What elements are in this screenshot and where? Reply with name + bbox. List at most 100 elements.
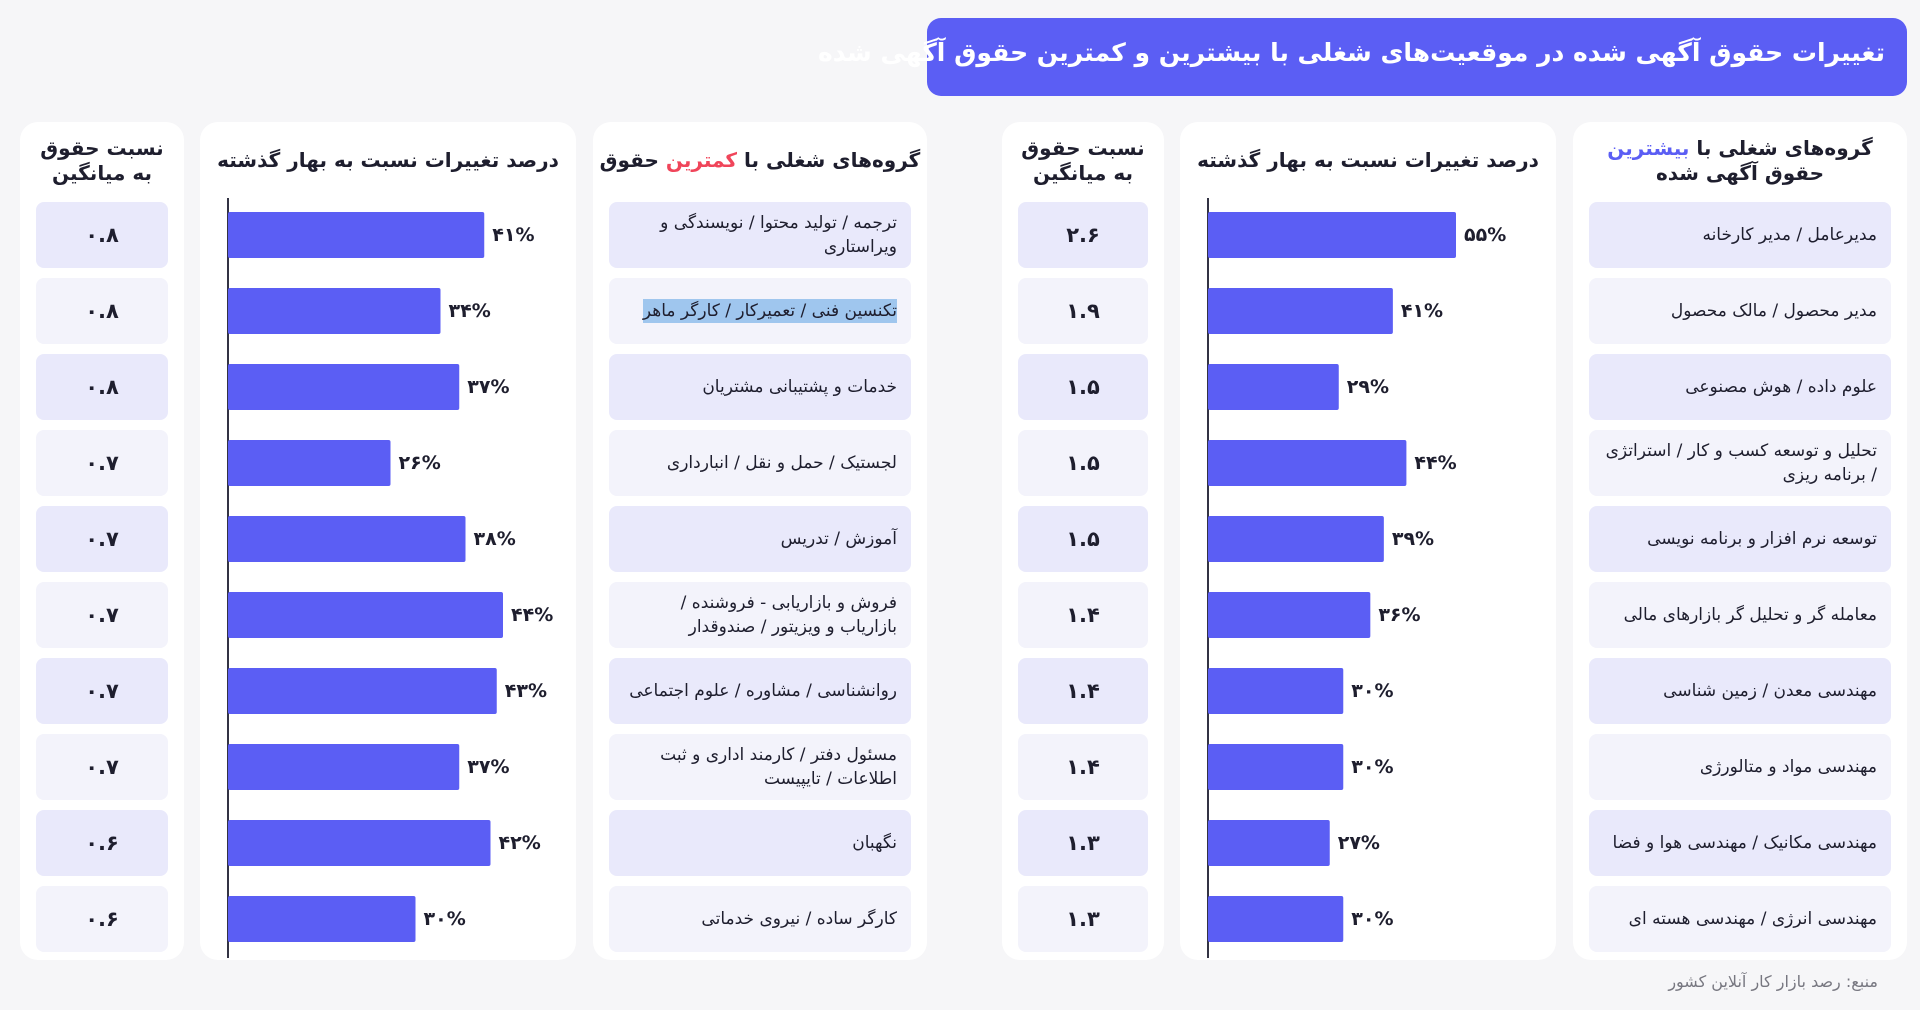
bar-value-label: ۴۴% (511, 604, 553, 626)
panel-highest-ratio: نسبت حقوق به میانگین ۲.۶ ۱.۹ ۱.۵ ۱.۵ ۱.۵ ۱.۴ ۱… (1002, 122, 1164, 960)
header-lowest-groups: گروه‌های شغلی با کمترین حقوق (593, 148, 927, 173)
bar (228, 212, 485, 258)
group-label: تکنسین فنی / تعمیرکار / کارگر ماهر (609, 278, 911, 344)
group-label-text: مهندسی انرژی / مهندسی هسته ای (1628, 909, 1877, 929)
group-label-text: کارگر ساده / نیروی خدماتی (701, 909, 897, 929)
group-label-text: مدیرعامل / مدیر کارخانه (1702, 225, 1877, 245)
ratio-value: ۱.۴ (1018, 734, 1148, 800)
header-highlight-lowest: کمترین (665, 148, 738, 172)
ratio-value: ۰.۷ (36, 430, 168, 496)
bar-value-label: ۲۷% (1338, 832, 1380, 854)
source-note: منبع: رصد بازار کار آنلاین کشور (1668, 972, 1878, 991)
bar (228, 288, 441, 334)
bar-value-label: ۳۰% (424, 908, 466, 930)
chart-title: تغییرات حقوق آگهی شده در موقعیت‌های شغلی… (818, 18, 1907, 96)
bar-value-label: ۳۰% (1351, 756, 1393, 778)
group-label-text: توسعه نرم افزار و برنامه نویسی (1647, 529, 1877, 549)
group-label: لجستیک / حمل و نقل / انبارداری (609, 430, 911, 496)
bar-value-label: ۳۰% (1351, 680, 1393, 702)
group-label-text: مدیر محصول / مالک محصول (1670, 301, 1877, 321)
bar (1208, 516, 1384, 562)
group-label: خدمات و پشتیبانی مشتریان (609, 354, 911, 420)
ratio-value: ۰.۶ (36, 810, 168, 876)
ratio-value: ۰.۷ (36, 658, 168, 724)
header-lowest-ratio: نسبت حقوق به میانگین (40, 136, 164, 185)
group-label: ترجمه / تولید محتوا / نویسندگی و ویراستا… (609, 202, 911, 268)
group-label-text: ترجمه / تولید محتوا / نویسندگی و ویراستا… (660, 213, 897, 257)
header-highest-groups: گروه‌های شغلی با بیشترین حقوق آگهی شده (1573, 136, 1907, 186)
ratio-value: ۱.۳ (1018, 810, 1148, 876)
panel-highest-groups: گروه‌های شغلی با بیشترین حقوق آگهی شده م… (1573, 122, 1907, 960)
bar (1208, 440, 1407, 486)
group-label: فروش و بازاریابی - فروشنده / بازاریاب و … (609, 582, 911, 648)
ratio-value: ۱.۳ (1018, 886, 1148, 952)
bar-value-label: ۳۷% (467, 756, 509, 778)
bar (228, 516, 466, 562)
bar (1208, 744, 1344, 790)
header-lowest-change: درصد تغییرات نسبت به بهار گذشته (217, 148, 559, 172)
panel-lowest-groups: گروه‌های شغلی با کمترین حقوق ترجمه / تول… (593, 122, 927, 960)
ratio-value: ۱.۹ (1018, 278, 1148, 344)
ratio-value: ۰.۷ (36, 506, 168, 572)
ratio-value: ۰.۷ (36, 734, 168, 800)
header-text-pre: گروه‌های شغلی با (1689, 136, 1873, 160)
group-label-text: مهندسی مکانیک / مهندسی هوا و فضا (1612, 833, 1877, 853)
lowest-bar-chart: ۴۱% ۳۴% ۳۷% ۲۶% ۳۸% ۴۴% ۴۳% ۳۷% ۴۲% ۳۰% (227, 198, 553, 958)
bar-value-label: ۴۲% (499, 832, 541, 854)
group-label: توسعه نرم افزار و برنامه نویسی (1589, 506, 1891, 572)
ratio-value: ۰.۸ (36, 354, 168, 420)
group-label: مهندسی مواد و متالورژی (1589, 734, 1891, 800)
group-label: علوم داده / هوش مصنوعی (1589, 354, 1891, 420)
group-label: معامله گر و تحلیل گر بازارهای مالی (1589, 582, 1891, 648)
header-highest-ratio: نسبت حقوق به میانگین (1021, 136, 1145, 185)
group-label-text: مهندسی مواد و متالورژی (1699, 757, 1877, 777)
header-highlight-highest: بیشترین (1607, 136, 1690, 160)
group-label: مدیرعامل / مدیر کارخانه (1589, 202, 1891, 268)
group-label-text: لجستیک / حمل و نقل / انبارداری (666, 453, 897, 473)
ratio-value: ۰.۷ (36, 582, 168, 648)
ratio-value: ۱.۵ (1018, 506, 1148, 572)
group-label: تحلیل و توسعه کسب و کار / استراتژی / برن… (1589, 430, 1891, 496)
group-label-text: تکنسین فنی / تعمیرکار / کارگر ماهر (642, 299, 897, 323)
bar-value-label: ۲۶% (399, 452, 441, 474)
panel-highest-change: درصد تغییرات نسبت به بهار گذشته ۵۵% ۴۱% ۲۹… (1180, 122, 1556, 960)
ratio-value: ۲.۶ (1018, 202, 1148, 268)
panel-lowest-ratio: نسبت حقوق به میانگین ۰.۸ ۰.۸ ۰.۸ ۰.۷ ۰.۷ ۰.۷ ۰… (20, 122, 184, 960)
group-label-text: فروش و بازاریابی - فروشنده / بازاریاب و … (680, 593, 897, 637)
bar-value-label: ۴۴% (1414, 452, 1456, 474)
bar-value-label: ۳۷% (467, 376, 509, 398)
group-label: مدیر محصول / مالک محصول (1589, 278, 1891, 344)
bar-value-label: ۴۱% (492, 224, 534, 246)
group-label: مهندسی معدن / زمین شناسی (1589, 658, 1891, 724)
group-label-text: مهندسی معدن / زمین شناسی (1663, 681, 1877, 701)
bar (228, 364, 460, 410)
header-text-pre: گروه‌های شغلی با (737, 148, 921, 172)
bar-value-label: ۴۳% (505, 680, 547, 702)
group-label-text: معامله گر و تحلیل گر بازارهای مالی (1623, 605, 1877, 625)
bar (1208, 592, 1371, 638)
bar-value-label: ۵۵% (1464, 224, 1506, 246)
group-label-text: تحلیل و توسعه کسب و کار / استراتژی / برن… (1605, 441, 1877, 485)
group-label-text: خدمات و پشتیبانی مشتریان (702, 377, 897, 397)
group-label: مهندسی مکانیک / مهندسی هوا و فضا (1589, 810, 1891, 876)
highest-bar-chart: ۵۵% ۴۱% ۲۹% ۴۴% ۳۹% ۳۶% ۳۰% ۳۰% ۲۷% ۳۰% (1207, 198, 1506, 958)
bar (228, 668, 497, 714)
group-label: کارگر ساده / نیروی خدماتی (609, 886, 911, 952)
ratio-value: ۰.۸ (36, 278, 168, 344)
bar-value-label: ۳۹% (1392, 528, 1434, 550)
header-highest-change: درصد تغییرات نسبت به بهار گذشته (1197, 148, 1539, 172)
bar-value-label: ۲۹% (1347, 376, 1389, 398)
bar-value-label: ۴۱% (1401, 300, 1443, 322)
group-label: آموزش / تدریس (609, 506, 911, 572)
bar (1208, 668, 1344, 714)
group-label-text: مسئول دفتر / کارمند اداری و ثبت اطلاعات … (660, 745, 897, 789)
ratio-value: ۰.۸ (36, 202, 168, 268)
bar (1208, 820, 1330, 866)
bar (228, 592, 503, 638)
bar-value-label: ۳۰% (1351, 908, 1393, 930)
ratio-value: ۱.۴ (1018, 582, 1148, 648)
bar (228, 744, 460, 790)
bar-value-label: ۳۶% (1378, 604, 1420, 626)
group-label: روانشناسی / مشاوره / علوم اجتماعی (609, 658, 911, 724)
group-label-text: علوم داده / هوش مصنوعی (1685, 377, 1877, 397)
